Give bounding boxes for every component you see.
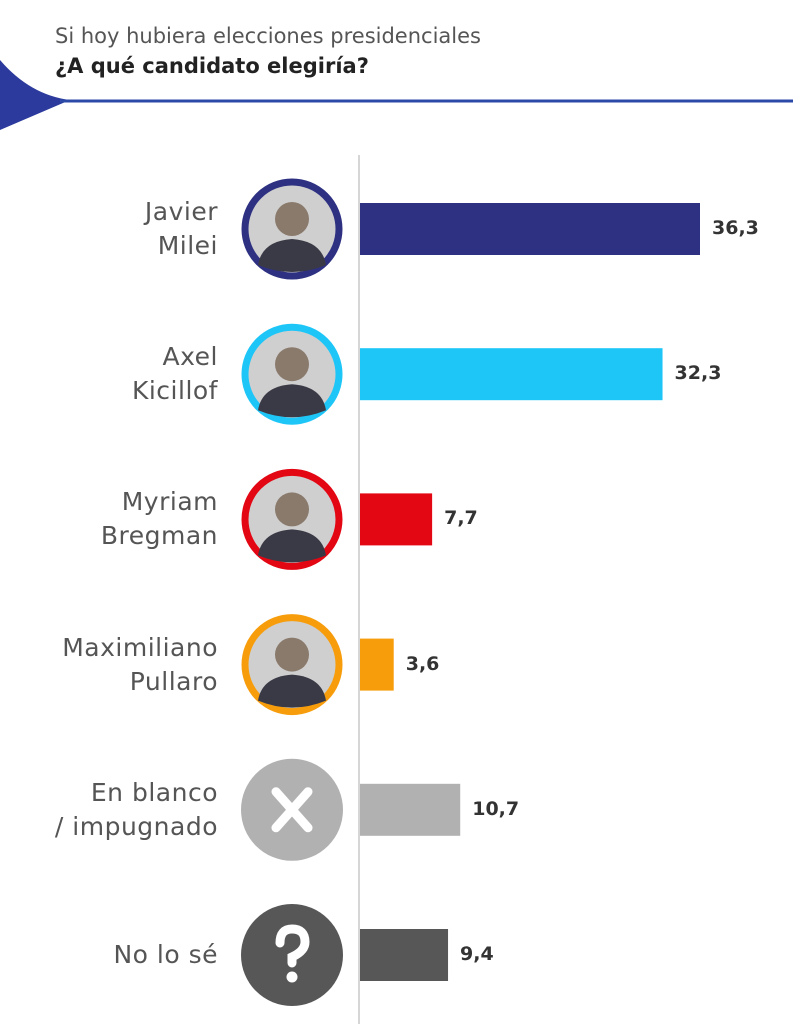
- icon-x: [271, 787, 313, 833]
- avatar-head: [275, 202, 309, 236]
- avatar-body: [258, 384, 326, 418]
- chart-subtitle: ¿A qué candidato elegiría?: [55, 54, 369, 78]
- avatar-head: [275, 347, 309, 382]
- category-label: Axel Kicillof: [131, 342, 218, 406]
- icon-question: [275, 924, 310, 968]
- value-label: 3,6: [405, 652, 440, 675]
- category-label: No lo sé: [113, 940, 218, 969]
- value-label: 7,7: [444, 507, 478, 530]
- bar: [360, 783, 461, 836]
- avatar-body: [258, 239, 326, 272]
- chart-title: Si hoy hubiera elecciones presidenciales: [55, 24, 481, 48]
- value-label: 36,3: [712, 217, 759, 239]
- header-swoosh: [0, 60, 70, 130]
- category-label: En blanco / impugnado: [54, 777, 218, 841]
- bar: [360, 203, 700, 255]
- bar: [360, 929, 449, 981]
- bar: [360, 493, 433, 546]
- bar: [360, 348, 663, 401]
- value-label: 9,4: [460, 943, 494, 965]
- icon-question-dot: [286, 971, 298, 983]
- category-label: Javier Milei: [144, 197, 218, 260]
- avatar-body: [258, 674, 326, 708]
- category-label: Maximiliano Pullaro: [62, 632, 218, 696]
- bar: [360, 638, 394, 691]
- avatar-body: [258, 529, 326, 563]
- avatar-head: [275, 637, 309, 672]
- value-label: 32,3: [674, 362, 722, 385]
- value-label: 10,7: [472, 797, 520, 820]
- avatar-head: [275, 492, 309, 527]
- category-label: Myriam Bregman: [100, 487, 218, 551]
